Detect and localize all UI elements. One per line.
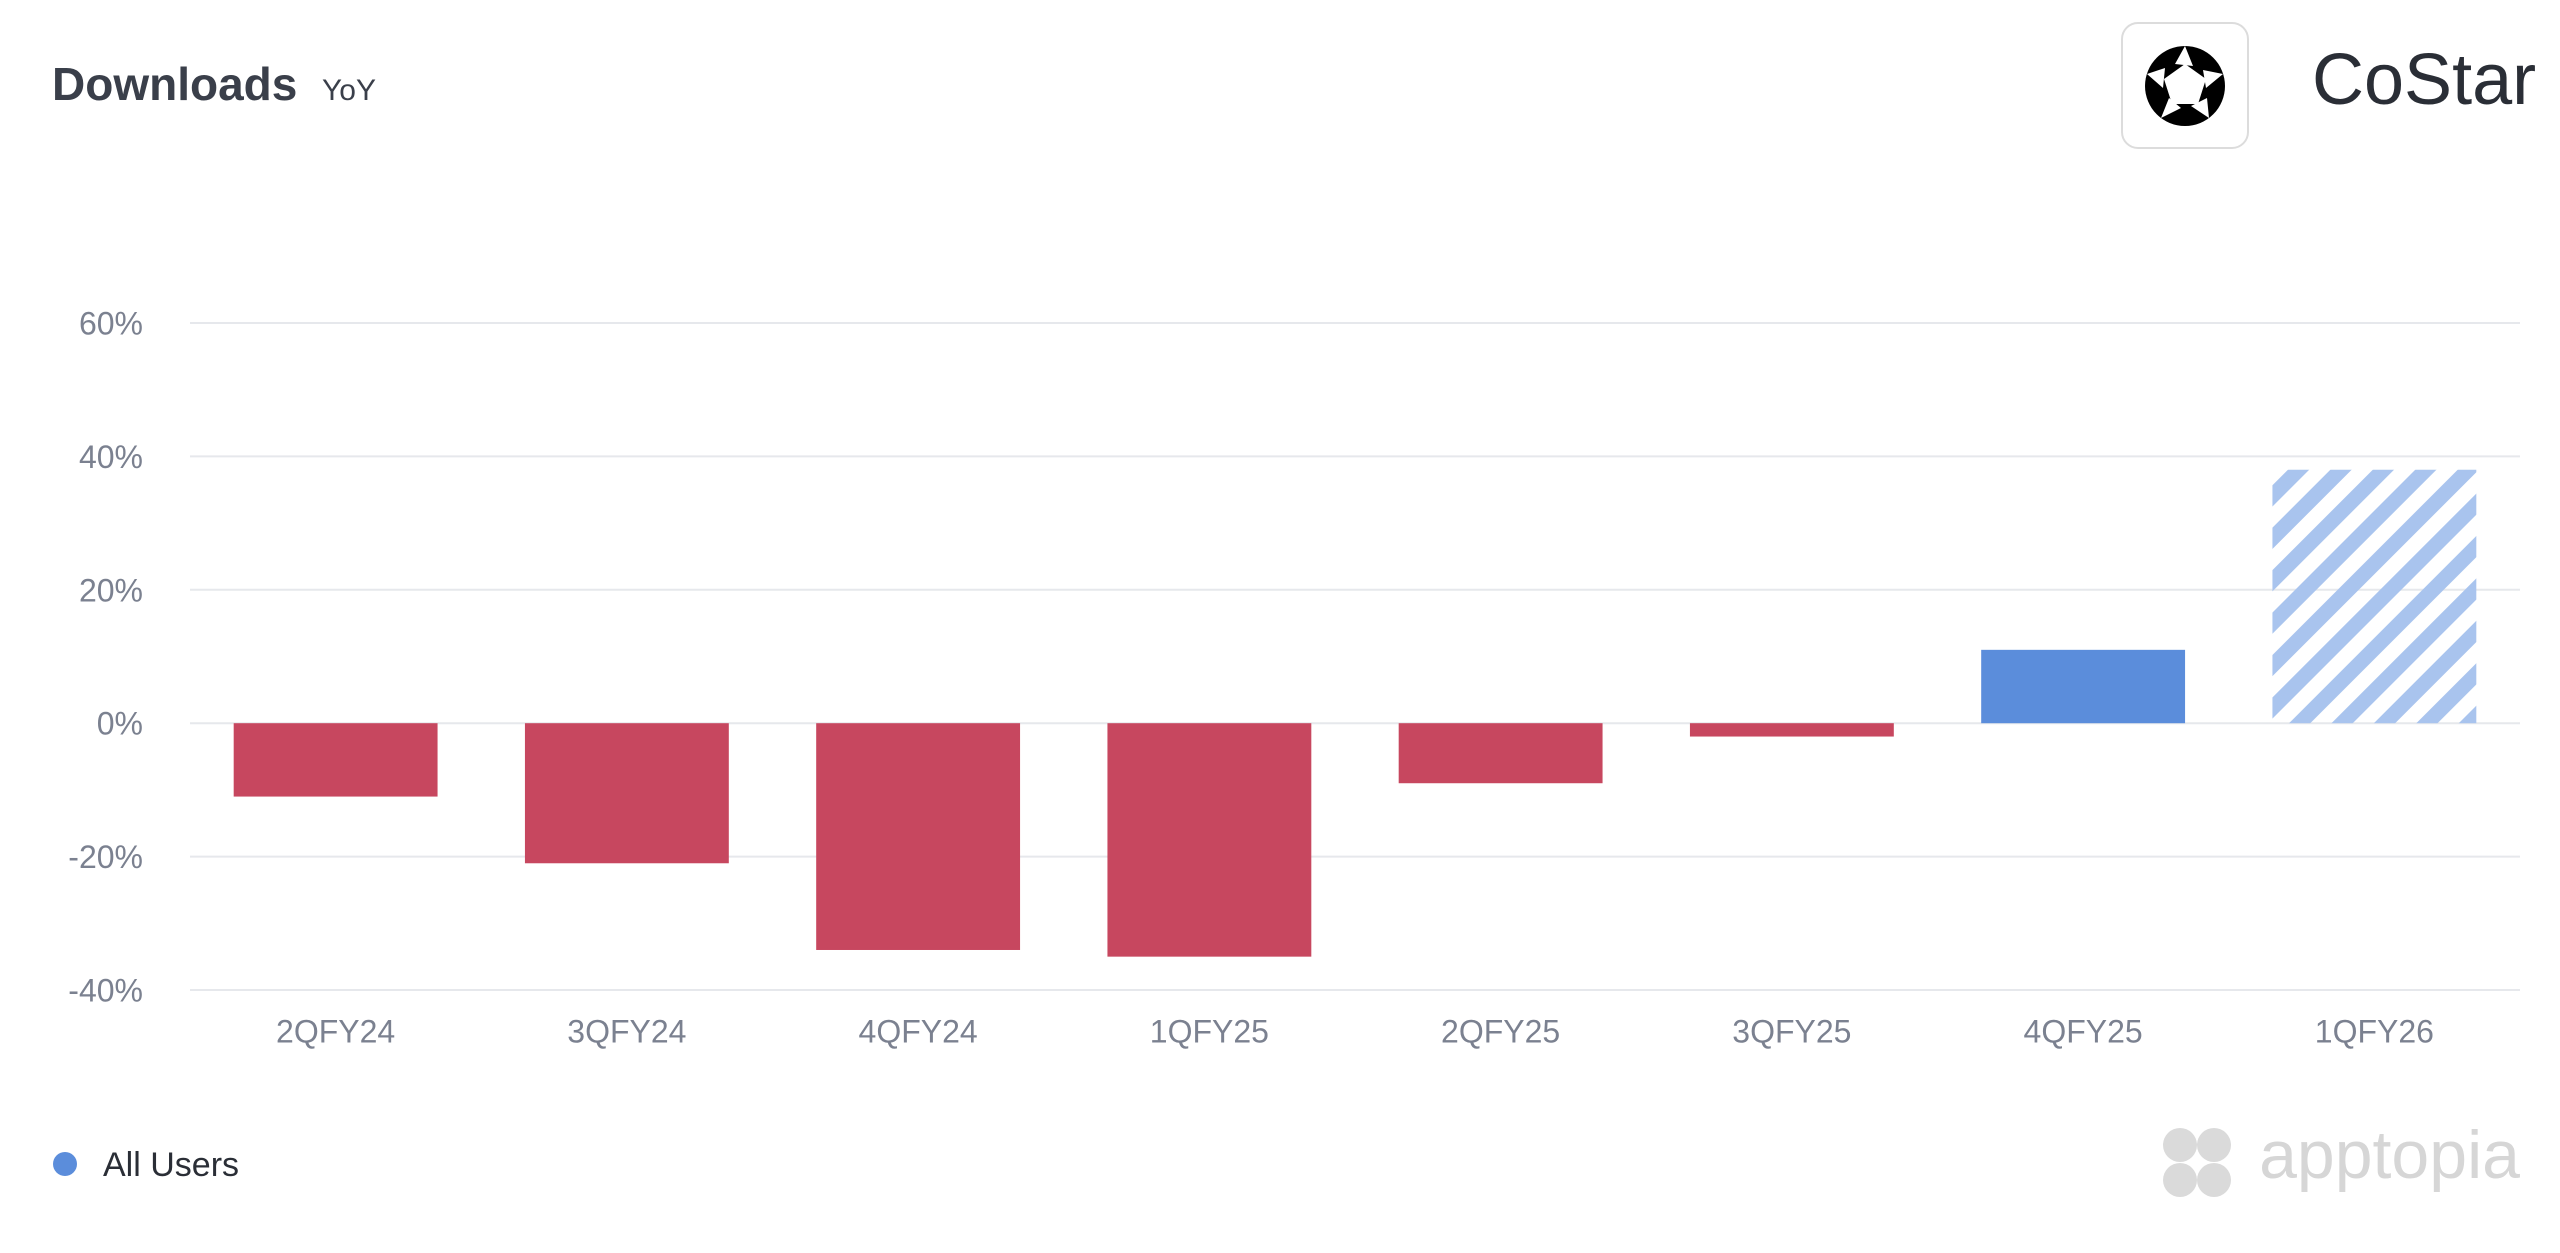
brand-name: CoStar [2312, 40, 2536, 120]
bar [1981, 649, 2186, 724]
bar [524, 723, 729, 864]
bar [1107, 723, 1312, 957]
watermark-icon [2163, 1128, 2231, 1197]
x-tick-label: 4QFY25 [2024, 1013, 2143, 1049]
bar [233, 723, 438, 797]
bar [816, 723, 1021, 950]
watermark: apptopia [2259, 1117, 2520, 1193]
y-tick-label: 60% [79, 305, 143, 341]
bar [2272, 469, 2477, 724]
x-tick-label: 2QFY25 [1441, 1013, 1560, 1049]
y-tick-label: 40% [79, 439, 143, 475]
x-tick-label: 1QFY26 [2315, 1013, 2434, 1049]
x-tick-label: 2QFY24 [276, 1013, 395, 1049]
x-tick-label: 3QFY25 [1732, 1013, 1851, 1049]
legend-label: All Users [103, 1146, 239, 1184]
brand-logo-icon [2145, 46, 2225, 126]
chart-title: Downloads [52, 58, 297, 110]
bar [1689, 723, 1894, 737]
y-tick-label: 20% [79, 572, 143, 608]
bar [1398, 723, 1603, 784]
y-tick-label: -40% [68, 972, 143, 1008]
y-tick-label: -20% [68, 839, 143, 875]
x-tick-label: 4QFY24 [859, 1013, 978, 1049]
x-tick-label: 3QFY24 [567, 1013, 686, 1049]
chart-subtitle: YoY [322, 74, 376, 107]
legend-marker [53, 1152, 77, 1176]
x-tick-label: 1QFY25 [1150, 1013, 1269, 1049]
y-tick-label: 0% [97, 706, 143, 742]
